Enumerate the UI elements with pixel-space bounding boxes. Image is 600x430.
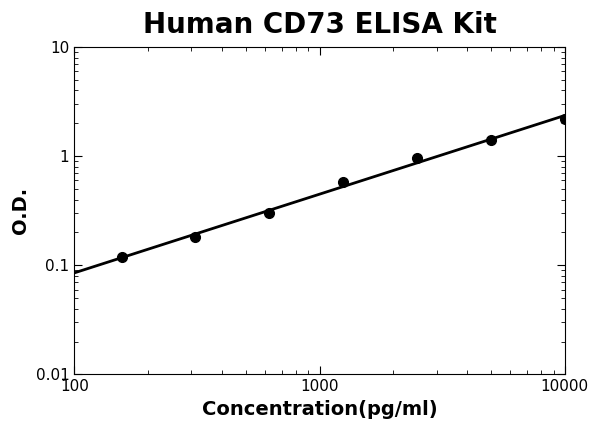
Y-axis label: O.D.: O.D.: [11, 187, 30, 234]
X-axis label: Concentration(pg/ml): Concentration(pg/ml): [202, 400, 437, 419]
Point: [265, 210, 274, 217]
Title: Human CD73 ELISA Kit: Human CD73 ELISA Kit: [143, 11, 496, 39]
Point: [486, 137, 496, 144]
Point: [191, 234, 200, 241]
Point: [117, 253, 127, 260]
Point: [412, 154, 422, 161]
Point: [560, 115, 569, 122]
Point: [338, 178, 348, 185]
